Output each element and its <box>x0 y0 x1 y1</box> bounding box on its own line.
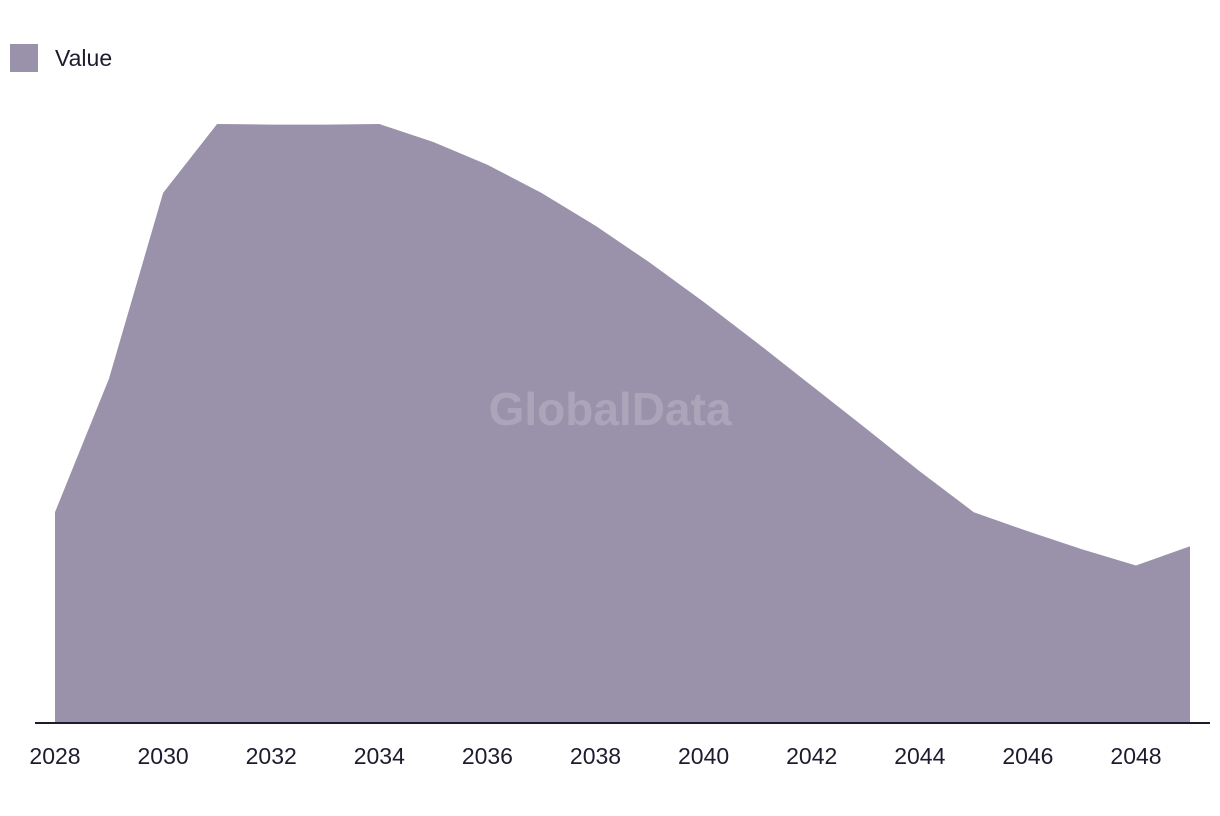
data-point <box>755 340 761 346</box>
x-tick-label: 2032 <box>246 743 297 769</box>
x-tick-label: 2046 <box>1002 743 1053 769</box>
legend-swatch <box>10 44 38 72</box>
data-point <box>1133 563 1139 569</box>
area-layer <box>55 124 1190 723</box>
data-point <box>106 376 112 382</box>
data-point <box>160 190 166 196</box>
area-series-value <box>55 124 1190 723</box>
data-point <box>1025 528 1031 534</box>
x-tick-label: 2030 <box>138 743 189 769</box>
data-point <box>430 139 436 145</box>
data-point <box>214 121 220 127</box>
data-point <box>701 299 707 305</box>
x-tick-label: 2040 <box>678 743 729 769</box>
data-point <box>863 425 869 431</box>
watermark: GlobalData <box>489 383 732 435</box>
x-tick-label: 2048 <box>1110 743 1161 769</box>
data-point <box>593 223 599 229</box>
legend: Value <box>10 44 112 72</box>
x-tick-label: 2038 <box>570 743 621 769</box>
data-point <box>376 121 382 127</box>
x-tick-labels: 2028 2030 2032 2034 2036 2038 2040 2042 2044 2046… <box>29 743 1161 769</box>
x-tick-label: 2044 <box>894 743 945 769</box>
legend-label: Value <box>55 44 113 71</box>
data-point <box>647 259 653 265</box>
data-point <box>1079 546 1085 552</box>
data-point <box>809 383 815 389</box>
x-tick-label: 2028 <box>29 743 80 769</box>
data-point <box>971 509 977 515</box>
data-point <box>538 190 544 196</box>
x-tick-label: 2036 <box>462 743 513 769</box>
data-point <box>52 509 58 515</box>
x-tick-label: 2042 <box>786 743 837 769</box>
data-point <box>917 468 923 474</box>
x-tick-label: 2034 <box>354 743 405 769</box>
data-point <box>322 122 328 128</box>
data-point <box>268 122 274 128</box>
data-point <box>1187 543 1193 549</box>
data-point <box>484 162 490 168</box>
